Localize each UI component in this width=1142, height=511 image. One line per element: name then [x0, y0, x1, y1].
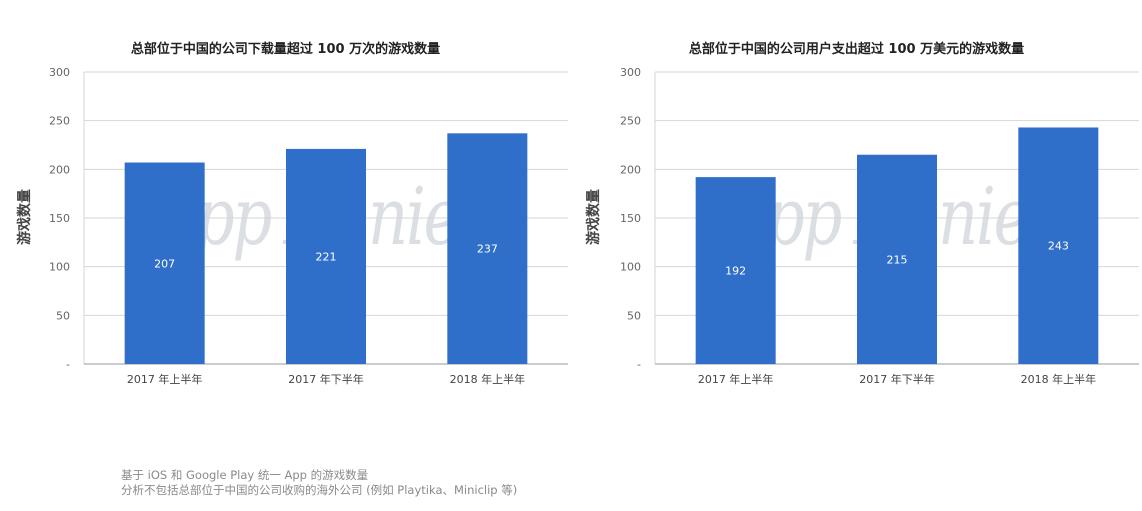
y-tick-label: 200: [620, 163, 641, 176]
y-tick-label: 250: [620, 115, 641, 128]
y-tick-label: 50: [627, 309, 641, 322]
y-tick-label: -: [637, 358, 641, 371]
bar-value-label: 237: [477, 243, 498, 256]
y-tick-label: 100: [49, 261, 70, 274]
x-category-label: 2017 年上半年: [698, 372, 774, 386]
bar: [1018, 127, 1099, 364]
y-tick-label: 150: [620, 212, 641, 225]
x-category-label: 2018 年上半年: [450, 372, 526, 386]
bar-chart-downloads: - 50 100 150 200 250 300 207 2017 年上半年 221 2017 年下…: [49, 66, 568, 386]
bar-value-label: 215: [887, 253, 908, 266]
bar: [857, 154, 937, 364]
bar-chart-revenue: - 50 100 150 200 250 300 192 2017 年上半年 215 2017 年下…: [620, 66, 1139, 386]
y-tick-label: -: [66, 358, 70, 371]
chart-title: 总部位于中国的公司用户支出超过 100 万美元的游戏数量: [688, 42, 1025, 57]
y-tick-label: 100: [620, 261, 641, 274]
bar: [447, 133, 528, 364]
bar-value-label: 207: [154, 257, 175, 270]
y-tick-label: 300: [620, 66, 641, 79]
bar-value-label: 192: [725, 265, 746, 278]
chart-panel-downloads: 总部位于中国的公司下载量超过 100 万次的游戏数量 游戏数量 App Anni…: [0, 0, 571, 420]
footnote-exclusion: 分析不包括总部位于中国的公司收购的海外公司 (例如 Playtika、Minic…: [121, 483, 518, 497]
bar: [124, 162, 205, 364]
footnote-source: 基于 iOS 和 Google Play 统一 App 的游戏数量: [121, 468, 369, 482]
y-tick-label: 250: [49, 115, 70, 128]
bar-value-label: 243: [1048, 240, 1069, 253]
chart-title: 总部位于中国的公司下载量超过 100 万次的游戏数量: [130, 42, 441, 57]
x-category-label: 2017 年下半年: [288, 372, 364, 386]
y-tick-label: 50: [56, 309, 70, 322]
bar: [286, 148, 366, 364]
chart-panel-revenue: 总部位于中国的公司用户支出超过 100 万美元的游戏数量 游戏数量 App An…: [571, 0, 1142, 420]
y-tick-label: 300: [49, 66, 70, 79]
y-tick-label: 150: [49, 212, 70, 225]
x-category-label: 2017 年上半年: [127, 372, 203, 386]
x-category-label: 2017 年下半年: [859, 372, 935, 386]
bar: [695, 177, 776, 364]
y-tick-label: 200: [49, 163, 70, 176]
x-category-label: 2018 年上半年: [1021, 372, 1096, 386]
bar-value-label: 221: [316, 250, 337, 263]
